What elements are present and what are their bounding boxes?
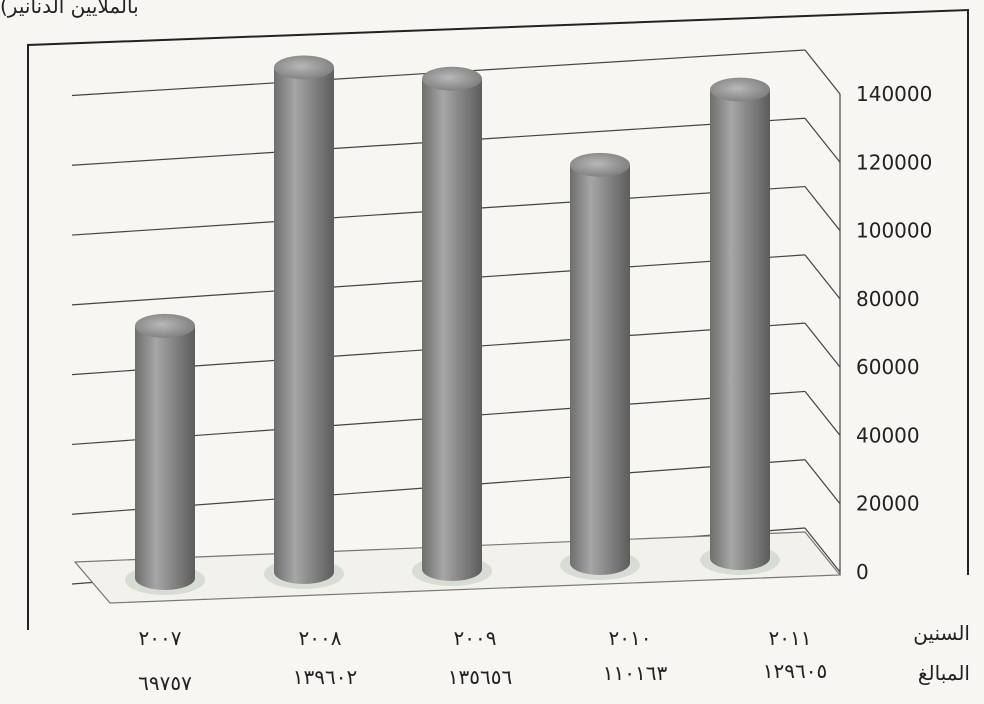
bar-٢٠١٠ [560,152,640,580]
bar-top [274,55,334,80]
bar-body [570,164,630,575]
bar-body [422,78,482,582]
data-label: ١٢٩٦٠٥ [763,659,827,683]
data-label: ١٣٩٦٠٢ [293,665,357,689]
gridline-side [804,391,841,436]
data-label: ٦٩٧٥٧ [138,671,192,695]
bar-top [570,152,630,177]
row-label-amounts: المبالغ [918,661,970,685]
y-tick-label: 80000 [856,287,920,311]
y-tick-label: 0 [856,560,869,584]
bar-٢٠٠٧ [125,313,205,595]
y-tick-label: 60000 [856,355,920,379]
y-tick-label: 120000 [856,150,932,174]
x-tick-label: ٢٠٠٩ [454,626,497,650]
y-axis-ticks: 0 20000 40000 60000 80000 100000 120000 140000 [856,82,932,584]
bar-top [422,66,482,91]
data-label: ١١٠١٦٣ [603,661,668,685]
gridline-side [804,186,841,231]
bars [125,55,780,595]
gridline-side [804,117,841,163]
x-tick-label: ٢٠٠٧ [139,626,182,650]
chart-header-fragment: بالملايين الدنانير) [0,0,139,18]
bar-٢٠٠٨ [264,55,344,589]
bar-body [274,67,334,585]
chart-frame [27,8,969,630]
bar-top [135,313,195,338]
gridline-side [804,527,841,573]
bar-top [710,77,770,102]
x-tick-label: ٢٠٠٨ [299,626,342,650]
x-tick-label: ٢٠١١ [769,626,812,650]
bar-٢٠١١ [700,77,780,575]
y-tick-label: 40000 [856,423,920,447]
bar-body [135,325,195,590]
gridline-side [804,459,841,505]
y-tick-label: 100000 [856,219,932,243]
data-label: ١٣٥٦٥٦ [448,665,512,689]
bar-٢٠٠٩ [412,66,492,586]
gridline-side [804,49,841,95]
data-table: ٢٠٠٧ ٢٠٠٨ ٢٠٠٩ ٢٠١٠ ٢٠١١ ٦٩٧٥٧ ١٣٩٦٠٢ ١٣٥٦٥٦ ١١٠… [138,621,970,695]
x-tick-label: ٢٠١٠ [609,626,652,650]
y-tick-label: 140000 [856,82,932,106]
row-label-years: السنين [913,621,970,645]
y-tick-label: 20000 [856,492,920,516]
bar-body [710,89,770,571]
gridline-side [804,322,841,368]
gridline-side [804,254,841,300]
